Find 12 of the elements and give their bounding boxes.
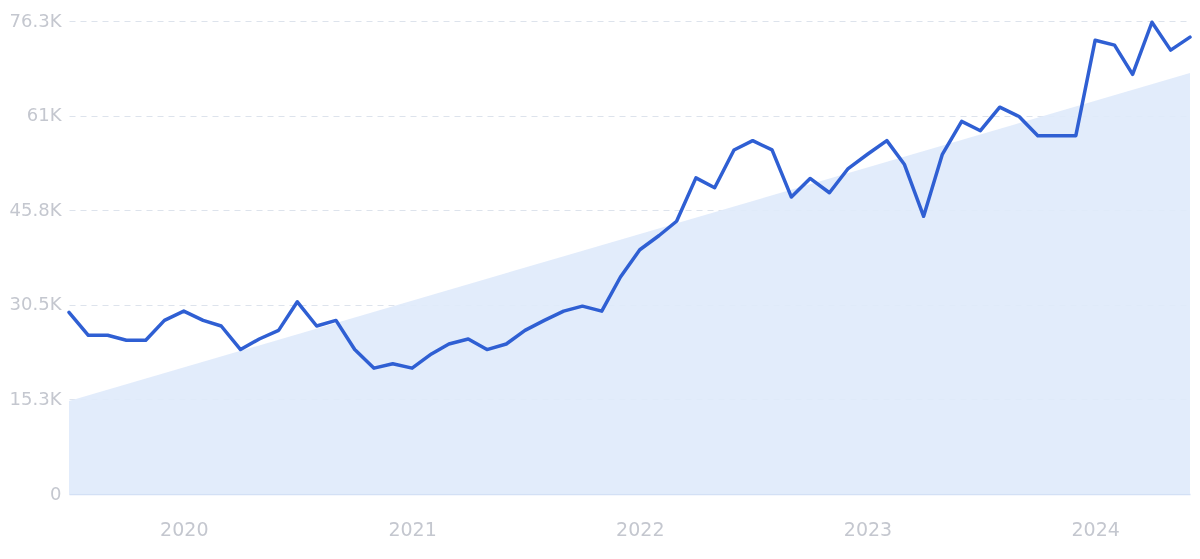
y-tick-label: 30.5K [9, 293, 63, 315]
y-tick-label: 0 [50, 482, 62, 504]
x-tick-label: 2022 [616, 517, 665, 540]
y-tick-label: 76.3K [9, 9, 63, 31]
x-tick-label: 2020 [160, 517, 209, 540]
x-tick-label: 2021 [388, 517, 437, 540]
y-tick-label: 15.3K [9, 387, 63, 409]
x-tick-label: 2024 [1071, 517, 1120, 540]
x-tick-label: 2023 [843, 517, 893, 540]
line-series [67, 20, 1192, 370]
y-tick-label: 45.8K [9, 198, 63, 220]
y-tick-label: 61K [26, 104, 63, 126]
